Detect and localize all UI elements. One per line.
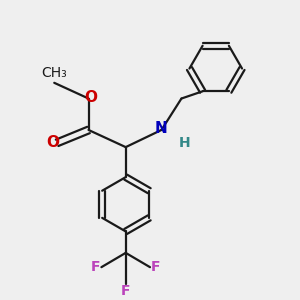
Text: F: F	[121, 284, 130, 298]
Text: F: F	[91, 260, 100, 274]
Text: F: F	[151, 260, 160, 274]
Text: N: N	[155, 121, 168, 136]
Text: O: O	[84, 90, 97, 105]
Text: O: O	[46, 135, 59, 150]
Text: H: H	[178, 136, 190, 150]
Text: CH₃: CH₃	[41, 66, 67, 80]
